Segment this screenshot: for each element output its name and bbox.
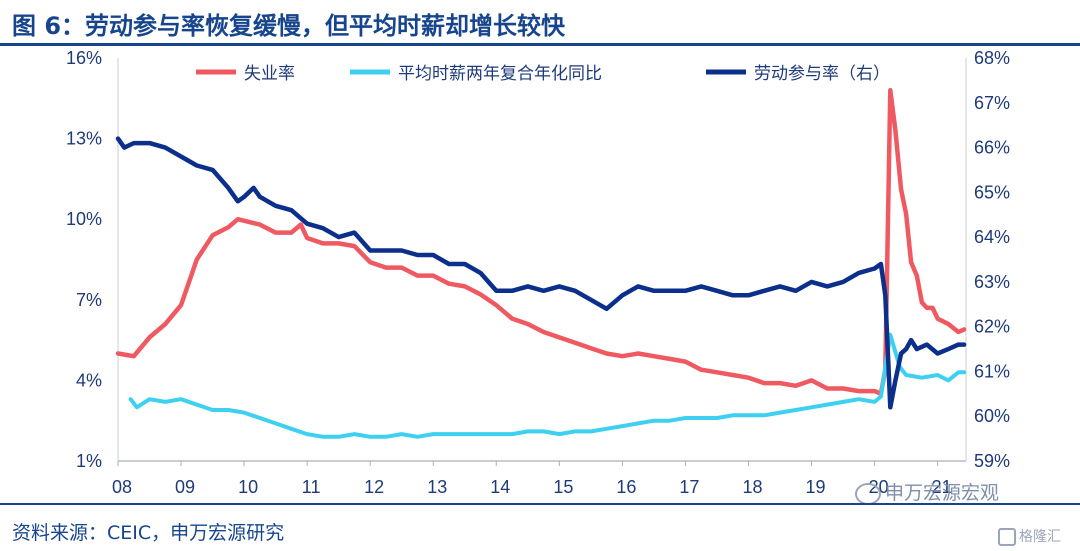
x-tick-label: 16 xyxy=(616,477,636,497)
y-left-tick-label: 4% xyxy=(76,370,102,390)
y-right-tick-label: 65% xyxy=(974,182,1010,202)
y-left-tick-label: 10% xyxy=(66,209,102,229)
x-tick-label: 08 xyxy=(112,477,132,497)
wechat-watermark-text: 申万宏源宏观 xyxy=(885,482,1000,504)
x-tick-label: 09 xyxy=(175,477,195,497)
x-tick-label: 21 xyxy=(932,477,952,497)
source-note: 资料来源：CEIC，申万宏源研究 xyxy=(12,522,285,544)
x-tick-label: 12 xyxy=(364,477,384,497)
x-tick-label: 18 xyxy=(742,477,762,497)
x-tick-label: 13 xyxy=(427,477,447,497)
wechat-icon xyxy=(855,482,881,505)
y-right-tick-label: 63% xyxy=(974,272,1010,292)
legend-label-3: 劳动参与率（右） xyxy=(754,64,890,84)
y-right-tick-label: 61% xyxy=(974,361,1010,381)
x-tick-label: 17 xyxy=(679,477,699,497)
y-left-tick-label: 16% xyxy=(66,48,102,68)
y-right-tick-label: 59% xyxy=(974,451,1010,471)
legend-label-1: 失业率 xyxy=(244,64,295,84)
x-tick-label: 15 xyxy=(553,477,573,497)
y-left-tick-label: 7% xyxy=(76,290,102,310)
y-right-tick-label: 64% xyxy=(974,227,1010,247)
y-right-tick-label: 60% xyxy=(974,406,1010,426)
series-line-2 xyxy=(128,332,967,439)
x-tick-label: 10 xyxy=(238,477,258,497)
legend-label-2: 平均时薪两年复合年化同比 xyxy=(398,64,602,84)
wechat-watermark: 申万宏源宏观 xyxy=(855,478,999,505)
y-left-tick-label: 1% xyxy=(76,451,102,471)
gelonghui-watermark-text: 格隆汇 xyxy=(1019,529,1061,545)
y-left-tick-label: 13% xyxy=(66,129,102,149)
gelonghui-icon xyxy=(998,528,1016,546)
series-line-3 xyxy=(115,136,967,410)
x-tick-label: 11 xyxy=(302,477,321,497)
title-rule xyxy=(0,43,1080,46)
y-right-tick-label: 62% xyxy=(974,317,1010,337)
tick-labels: 1% 4% 7% 10% 13% 16% 59% 60% 61% 62% 63% 64% 65% 66% 6… xyxy=(66,48,1010,497)
y-right-tick-label: 68% xyxy=(974,48,1010,68)
series-line-1 xyxy=(115,87,967,397)
source-rule xyxy=(0,503,1080,505)
y-right-tick-label: 66% xyxy=(974,138,1010,158)
x-tick-label: 14 xyxy=(490,477,510,497)
y-right-tick-label: 67% xyxy=(974,93,1010,113)
legend: 失业率 平均时薪两年复合年化同比 劳动参与率（右） xyxy=(196,64,890,84)
chart-title: 图 6：劳动参与率恢复缓慢，但平均时薪却增长较快 xyxy=(12,12,566,40)
x-tick-label: 19 xyxy=(806,477,826,497)
series-lines xyxy=(115,87,967,439)
gelonghui-watermark: 格隆汇 xyxy=(998,526,1061,546)
axes-frame xyxy=(117,58,967,466)
